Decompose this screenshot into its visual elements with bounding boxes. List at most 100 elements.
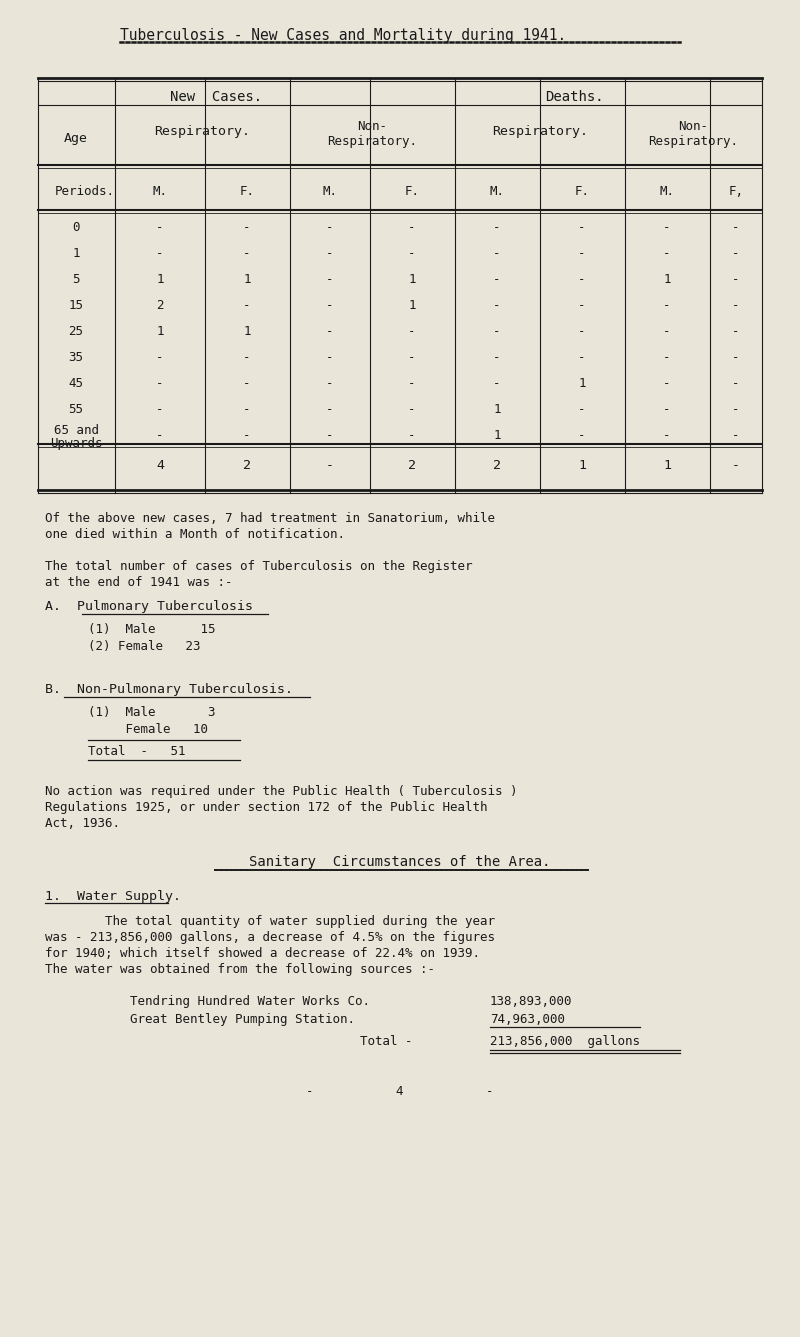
- Text: Respiratory.: Respiratory.: [492, 124, 588, 138]
- Text: F.: F.: [574, 185, 590, 198]
- Text: -: -: [663, 352, 670, 364]
- Text: Tuberculosis - New Cases and Mortality during 1941.: Tuberculosis - New Cases and Mortality d…: [120, 28, 566, 43]
- Text: -: -: [732, 429, 740, 443]
- Text: 74,963,000: 74,963,000: [490, 1013, 565, 1025]
- Text: Deaths.: Deaths.: [545, 90, 604, 104]
- Text: at the end of 1941 was :-: at the end of 1941 was :-: [45, 576, 233, 590]
- Text: -: -: [494, 352, 501, 364]
- Text: Great Bentley Pumping Station.: Great Bentley Pumping Station.: [115, 1013, 355, 1025]
- Text: (2) Female   23: (2) Female 23: [88, 640, 201, 652]
- Text: -: -: [663, 429, 670, 443]
- Text: -: -: [578, 429, 586, 443]
- Text: 35: 35: [69, 352, 83, 364]
- Text: 1: 1: [156, 273, 164, 286]
- Text: -: -: [732, 273, 740, 286]
- Text: for 1940; which itself showed a decrease of 22.4% on 1939.: for 1940; which itself showed a decrease…: [45, 947, 480, 960]
- Text: -: -: [156, 377, 164, 390]
- Text: -: -: [326, 325, 334, 338]
- Text: F.: F.: [239, 185, 254, 198]
- Text: 1: 1: [494, 429, 501, 443]
- Text: -: -: [243, 377, 250, 390]
- Text: 4: 4: [156, 459, 164, 472]
- Text: The total quantity of water supplied during the year: The total quantity of water supplied dur…: [45, 915, 495, 928]
- Text: -: -: [156, 352, 164, 364]
- Text: Total  -   51: Total - 51: [88, 745, 186, 758]
- Text: 213,856,000  gallons: 213,856,000 gallons: [490, 1035, 640, 1048]
- Text: -: -: [732, 247, 740, 259]
- Text: Non-
Respiratory.: Non- Respiratory.: [327, 120, 417, 148]
- Text: -: -: [663, 247, 670, 259]
- Text: Regulations 1925, or under section 172 of the Public Health: Regulations 1925, or under section 172 o…: [45, 801, 487, 814]
- Text: Age: Age: [64, 132, 88, 144]
- Text: 5: 5: [72, 273, 80, 286]
- Text: 45: 45: [69, 377, 83, 390]
- Text: 2: 2: [408, 459, 416, 472]
- Text: -: -: [663, 221, 670, 234]
- Text: 1.  Water Supply.: 1. Water Supply.: [45, 890, 181, 902]
- Text: -: -: [326, 352, 334, 364]
- Text: -: -: [732, 352, 740, 364]
- Text: -: -: [408, 247, 416, 259]
- Text: (1)  Male       3: (1) Male 3: [88, 706, 215, 719]
- Text: 1: 1: [578, 377, 586, 390]
- Text: -: -: [578, 299, 586, 312]
- Text: 55: 55: [69, 402, 83, 416]
- Text: 15: 15: [69, 299, 83, 312]
- Text: -: -: [732, 402, 740, 416]
- Text: 25: 25: [69, 325, 83, 338]
- Text: -           4           -: - 4 -: [306, 1086, 494, 1098]
- Text: M.: M.: [153, 185, 167, 198]
- Text: 1: 1: [72, 247, 80, 259]
- Text: 2: 2: [156, 299, 164, 312]
- Text: -: -: [732, 299, 740, 312]
- Text: -: -: [243, 221, 250, 234]
- Text: -: -: [243, 299, 250, 312]
- Text: -: -: [326, 377, 334, 390]
- Text: 0: 0: [72, 221, 80, 234]
- Text: -: -: [408, 325, 416, 338]
- Text: Act, 1936.: Act, 1936.: [45, 817, 120, 830]
- Text: A.  Pulmonary Tuberculosis: A. Pulmonary Tuberculosis: [45, 600, 253, 612]
- Text: -: -: [243, 429, 250, 443]
- Text: -: -: [663, 325, 670, 338]
- Text: 2: 2: [243, 459, 251, 472]
- Text: M.: M.: [659, 185, 674, 198]
- Text: -: -: [326, 247, 334, 259]
- Text: 1: 1: [408, 299, 416, 312]
- Text: Total -: Total -: [360, 1035, 413, 1048]
- Text: -: -: [494, 247, 501, 259]
- Text: Upwards: Upwards: [50, 437, 102, 451]
- Text: -: -: [243, 402, 250, 416]
- Text: M.: M.: [490, 185, 505, 198]
- Text: -: -: [494, 325, 501, 338]
- Text: -: -: [732, 377, 740, 390]
- Text: The total number of cases of Tuberculosis on the Register: The total number of cases of Tuberculosi…: [45, 560, 473, 574]
- Text: Periods.: Periods.: [55, 185, 115, 198]
- Text: -: -: [408, 429, 416, 443]
- Text: -: -: [326, 299, 334, 312]
- Text: -: -: [243, 247, 250, 259]
- Text: 1: 1: [408, 273, 416, 286]
- Text: -: -: [578, 325, 586, 338]
- Text: -: -: [326, 429, 334, 443]
- Text: -: -: [494, 273, 501, 286]
- Text: Female   10: Female 10: [88, 723, 208, 735]
- Text: B.  Non-Pulmonary Tuberculosis.: B. Non-Pulmonary Tuberculosis.: [45, 683, 293, 697]
- Text: 1: 1: [494, 402, 501, 416]
- Text: -: -: [156, 221, 164, 234]
- Text: was - 213,856,000 gallons, a decrease of 4.5% on the figures: was - 213,856,000 gallons, a decrease of…: [45, 931, 495, 944]
- Text: 1: 1: [663, 273, 670, 286]
- Text: -: -: [326, 221, 334, 234]
- Text: Respiratory.: Respiratory.: [154, 124, 250, 138]
- Text: -: -: [578, 273, 586, 286]
- Text: -: -: [578, 221, 586, 234]
- Text: -: -: [408, 221, 416, 234]
- Text: one died within a Month of notification.: one died within a Month of notification.: [45, 528, 345, 541]
- Text: -: -: [578, 247, 586, 259]
- Text: -: -: [663, 377, 670, 390]
- Text: -: -: [663, 402, 670, 416]
- Text: -: -: [243, 352, 250, 364]
- Text: No action was required under the Public Health ( Tuberculosis ): No action was required under the Public …: [45, 785, 518, 798]
- Text: -: -: [326, 459, 334, 472]
- Text: Of the above new cases, 7 had treatment in Sanatorium, while: Of the above new cases, 7 had treatment …: [45, 512, 495, 525]
